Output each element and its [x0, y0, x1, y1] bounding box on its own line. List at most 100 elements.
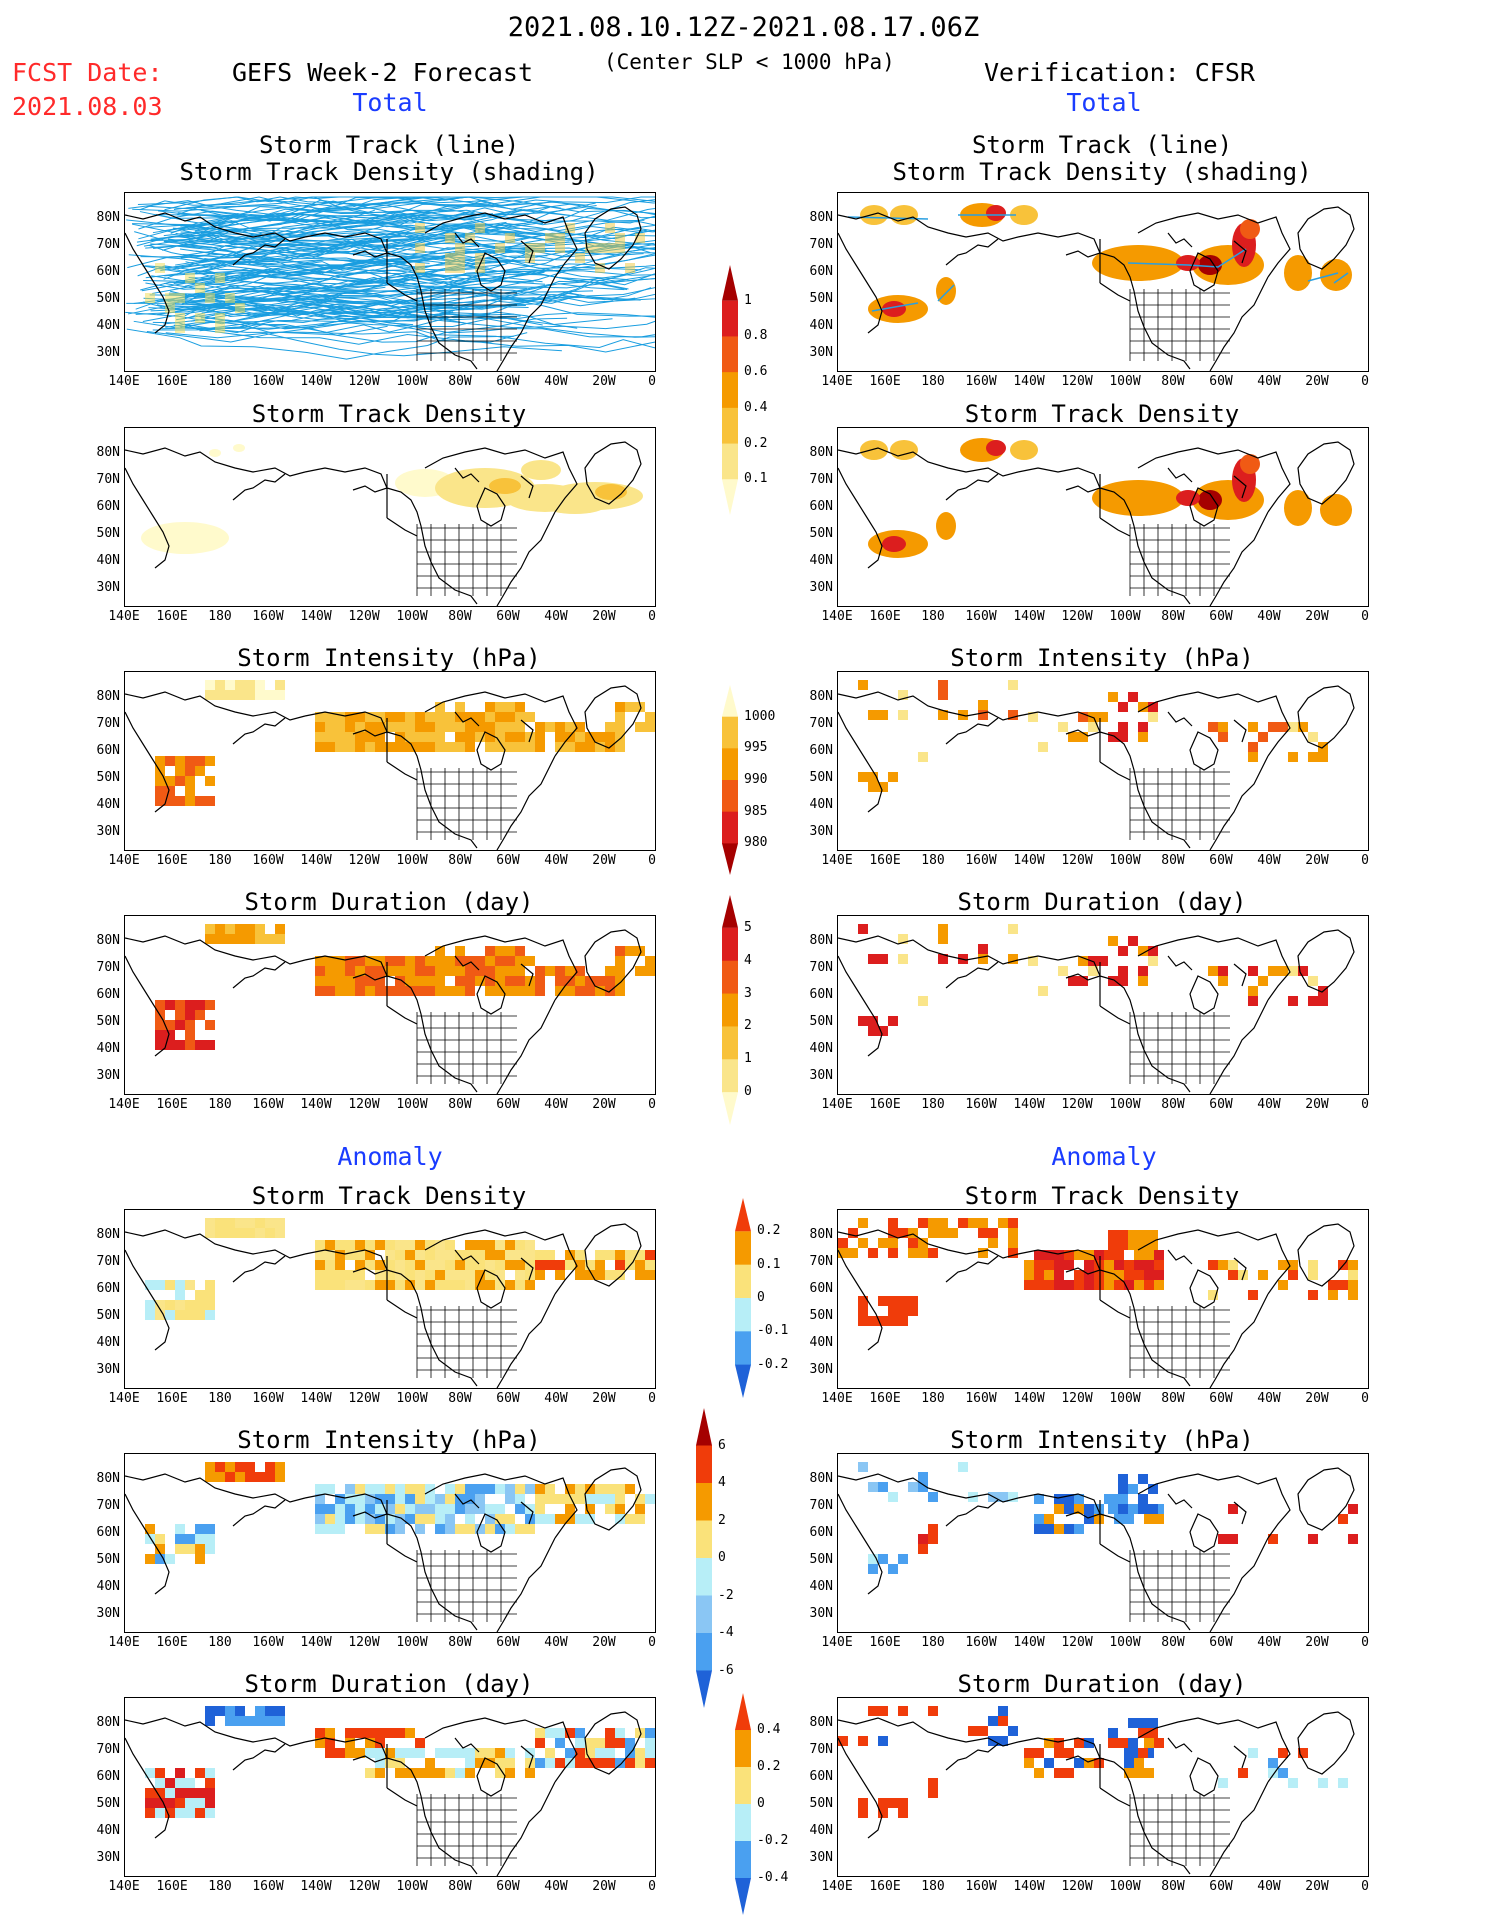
lon-label: 180 [208, 1097, 232, 1112]
lat-label: 40N [96, 553, 120, 568]
lon-label: 180 [921, 853, 945, 868]
lon-label: 160E [869, 1635, 901, 1650]
lon-label: 60W [496, 1635, 520, 1650]
lon-label: 160W [965, 1391, 997, 1406]
colorbar-label: 2 [744, 1018, 752, 1034]
colorbar-label: 0 [757, 1290, 765, 1305]
lon-label: 100W [1109, 374, 1141, 389]
map-intensity-anom-left [125, 1462, 655, 1632]
lat-label: 50N [809, 1796, 833, 1811]
lat-label: 70N [96, 960, 120, 975]
lon-label: 80W [448, 853, 472, 868]
lon-label: 160W [252, 1879, 284, 1894]
lat-label: 50N [96, 291, 120, 306]
lon-label: 160E [156, 1879, 188, 1894]
lon-label: 0 [1361, 1097, 1369, 1112]
lat-label: 30N [96, 345, 120, 360]
lon-label: 0 [648, 1097, 656, 1112]
map-panel-intensity-right [837, 671, 1369, 851]
lon-label: 20W [1305, 1391, 1329, 1406]
lat-label: 80N [96, 1715, 120, 1730]
map-duration-anom-left [125, 1706, 655, 1876]
lon-label: 120W [348, 609, 380, 624]
colorbar-label: 4 [718, 1475, 726, 1490]
lat-label: 30N [809, 1606, 833, 1621]
colorbar-label: 0.8 [744, 328, 768, 344]
lon-label: 60W [1209, 1635, 1233, 1650]
lon-label: 160W [965, 374, 997, 389]
colorbar-intensity_anom [696, 1408, 712, 1708]
colorbar-label: 3 [744, 985, 752, 1001]
lon-label: 80W [448, 1635, 472, 1650]
lon-label: 100W [1109, 609, 1141, 624]
lon-label: 0 [648, 1879, 656, 1894]
lon-label: 60W [496, 609, 520, 624]
lat-label: 80N [809, 689, 833, 704]
lat-label: 70N [96, 716, 120, 731]
lat-label: 30N [809, 1850, 833, 1865]
lon-label: 180 [208, 1879, 232, 1894]
lon-label: 140W [1013, 609, 1045, 624]
lon-label: 0 [648, 1635, 656, 1650]
lat-label: 70N [809, 716, 833, 731]
lat-label: 70N [96, 1742, 120, 1757]
colorbar-label: 0 [718, 1550, 726, 1565]
lon-label: 60W [1209, 374, 1233, 389]
lon-label: 160W [965, 1097, 997, 1112]
lon-label: 0 [648, 853, 656, 868]
lat-label: 30N [96, 1068, 120, 1083]
lon-label: 100W [1109, 1635, 1141, 1650]
lon-label: 140W [1013, 374, 1045, 389]
lon-label: 120W [348, 853, 380, 868]
lon-label: 140E [821, 1635, 853, 1650]
lat-label: 60N [809, 1281, 833, 1296]
lat-label: 40N [96, 1335, 120, 1350]
map-density-left [125, 441, 643, 606]
map-density-anom-left [125, 1218, 655, 1388]
lon-label: 100W [1109, 1097, 1141, 1112]
map-panel-duration-anom-left [124, 1697, 656, 1877]
lon-label: 160E [156, 374, 188, 389]
lon-label: 0 [648, 609, 656, 624]
lon-label: 140W [300, 1097, 332, 1112]
lat-label: 50N [96, 1308, 120, 1323]
lon-label: 120W [348, 374, 380, 389]
map-panel-duration-right [837, 915, 1369, 1095]
lat-label: 30N [96, 580, 120, 595]
map-duration-anom-right [838, 1706, 1355, 1876]
lon-label: 180 [921, 1097, 945, 1112]
lon-label: 120W [348, 1391, 380, 1406]
lon-label: 100W [396, 1635, 428, 1650]
lon-label: 120W [1061, 853, 1093, 868]
colorbar-density_total [722, 265, 738, 515]
map-duration-right [838, 924, 1355, 1094]
map-density-right [838, 438, 1355, 606]
lon-label: 20W [1305, 1097, 1329, 1112]
lat-label: 40N [809, 1335, 833, 1350]
lon-label: 20W [592, 374, 616, 389]
lon-label: 180 [208, 1391, 232, 1406]
lon-label: 160W [965, 609, 997, 624]
lon-label: 140W [1013, 1391, 1045, 1406]
lon-label: 60W [1209, 1391, 1233, 1406]
lon-label: 0 [1361, 1635, 1369, 1650]
lat-label: 50N [809, 770, 833, 785]
colorbar-label: 6 [718, 1437, 726, 1453]
lon-label: 120W [1061, 374, 1093, 389]
lon-label: 80W [1161, 609, 1185, 624]
lat-label: 80N [809, 933, 833, 948]
lon-label: 140W [300, 1635, 332, 1650]
colorbar-label: -6 [718, 1662, 734, 1678]
lon-label: 20W [592, 1391, 616, 1406]
lon-label: 20W [592, 609, 616, 624]
panel-title-duration-anom-left: Storm Duration (day) [244, 1670, 534, 1698]
map-panel-duration-anom-right [837, 1697, 1369, 1877]
panel-title-track-left: Storm Track (line) Storm Track Density (s… [179, 131, 599, 186]
lon-label: 160W [252, 853, 284, 868]
lon-label: 40W [1257, 1635, 1281, 1650]
colorbar-label: 0.2 [757, 1223, 781, 1239]
colorbar-label: 985 [744, 803, 768, 819]
map-intensity-anom-right [838, 1462, 1358, 1632]
lat-label: 80N [809, 1715, 833, 1730]
colorbar-label: -4 [718, 1625, 734, 1640]
